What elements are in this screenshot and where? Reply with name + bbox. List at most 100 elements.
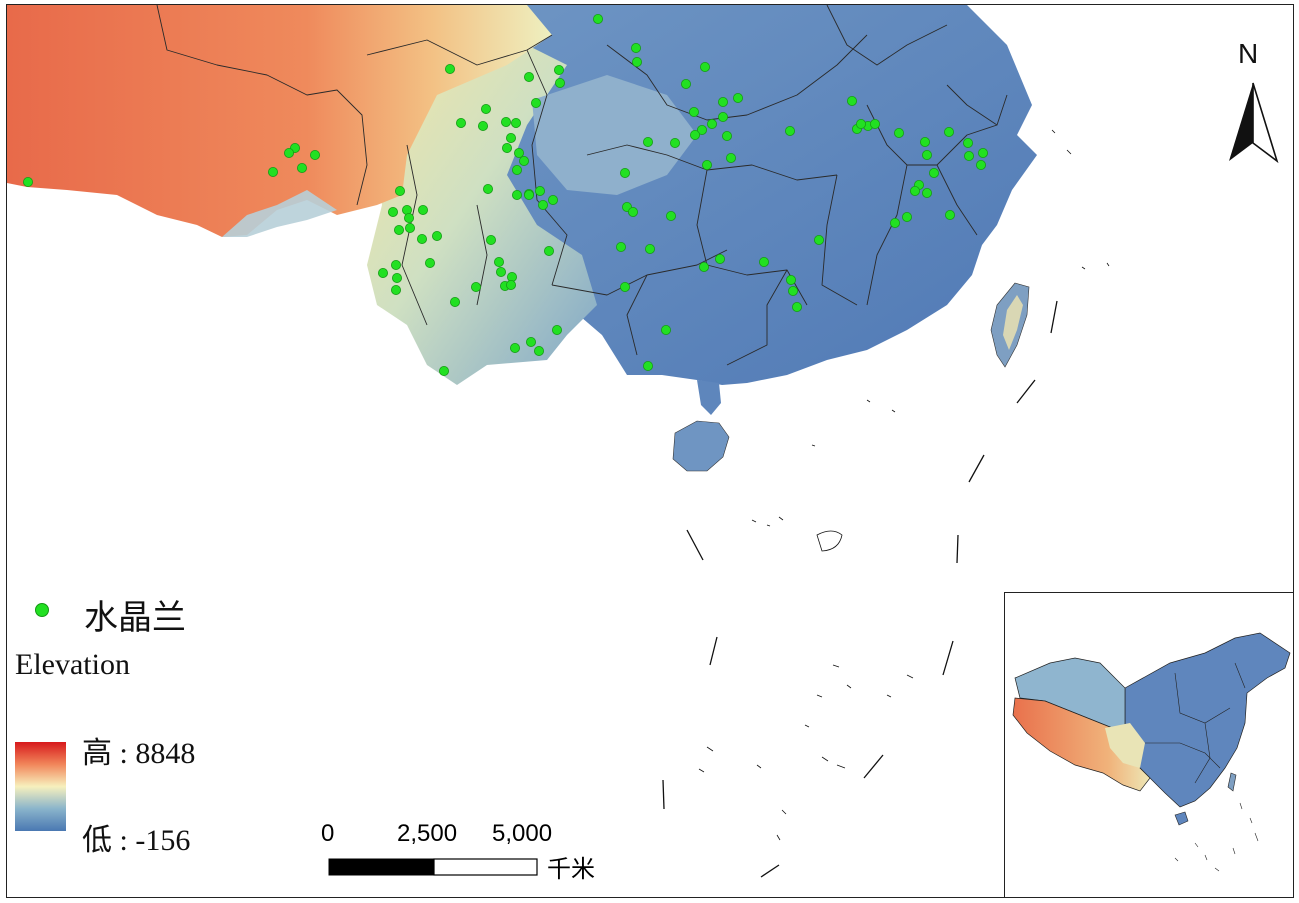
occurrence-point (661, 324, 672, 335)
scale-unit-label: 千米 (547, 855, 595, 883)
occurrence-point (963, 137, 974, 148)
occurrence-point (480, 104, 491, 115)
species-legend-label: 水晶兰 (84, 598, 186, 638)
occurrence-point (814, 234, 825, 245)
occurrence-point (524, 189, 535, 200)
occurrence-point (513, 147, 524, 158)
occurrence-point (485, 234, 496, 245)
occurrence-point (417, 204, 428, 215)
occurrence-point (707, 119, 718, 130)
hainan-island (672, 420, 730, 472)
occurrence-point (922, 187, 933, 198)
occurrence-point (593, 13, 604, 24)
occurrence-point (929, 167, 940, 178)
occurrence-point (482, 183, 493, 194)
scale-tick-5000: 5,000 (492, 820, 553, 847)
inset-svg (1012, 632, 1291, 872)
occurrence-point (444, 64, 455, 75)
occurrence-point (870, 119, 881, 130)
inset-taiwan (1227, 772, 1237, 792)
occurrence-point (902, 211, 913, 222)
occurrence-point (666, 210, 677, 221)
occurrence-point (715, 253, 726, 264)
occurrence-point (894, 128, 905, 139)
north-letter: N (1238, 38, 1259, 69)
occurrence-point (267, 166, 278, 177)
occurrence-point (544, 245, 555, 256)
occurrence-point (920, 136, 931, 147)
occurrence-point (910, 185, 921, 196)
occurrence-point (733, 93, 744, 104)
occurrence-point (449, 296, 460, 307)
occurrence-point (548, 194, 559, 205)
occurrence-point (534, 345, 545, 356)
occurrence-point (535, 185, 546, 196)
elevation-map (7, 5, 1279, 878)
foothills (222, 190, 337, 237)
occurrence-point (699, 261, 710, 272)
occurrence-point (431, 230, 442, 241)
occurrence-point (393, 224, 404, 235)
occurrence-point (501, 142, 512, 153)
occurrence-point (631, 43, 642, 54)
occurrence-point (620, 281, 631, 292)
occurrence-point (511, 189, 522, 200)
occurrence-point (792, 301, 803, 312)
map-frame (6, 4, 1294, 898)
occurrence-point (509, 342, 520, 353)
occurrence-point (856, 119, 867, 130)
occurrence-point (22, 176, 33, 187)
occurrence-point (455, 118, 466, 129)
occurrence-point (632, 57, 643, 68)
occurrence-point (643, 360, 654, 371)
occurrence-point (524, 72, 535, 83)
occurrence-point (788, 285, 799, 296)
occurrence-point (555, 78, 566, 89)
occurrence-point (689, 107, 700, 118)
occurrence-point (438, 365, 449, 376)
occurrence-point (759, 256, 770, 267)
inset-map (1004, 592, 1293, 897)
occurrence-point (702, 159, 713, 170)
occurrence-point (976, 159, 987, 170)
occurrence-point (944, 127, 955, 138)
occurrence-point (964, 150, 975, 161)
occurrence-points (22, 13, 989, 376)
inset-china-east (1124, 632, 1291, 808)
occurrence-point (697, 125, 708, 136)
scale-tick-2500: 2,500 (397, 820, 458, 847)
occurrence-point (628, 206, 639, 217)
occurrence-point (620, 167, 631, 178)
north-arrow-icon (1229, 82, 1279, 164)
occurrence-point (424, 257, 435, 268)
occurrence-point (470, 281, 481, 292)
central-transition (367, 45, 597, 385)
occurrence-point (377, 267, 388, 278)
elevation-legend-title: Elevation (15, 648, 130, 681)
occurrence-point (616, 241, 627, 252)
taiwan-mountains (1003, 295, 1023, 350)
inset-boundaries (1145, 662, 1259, 872)
elevation-color-ramp (15, 742, 66, 831)
occurrence-point (681, 79, 692, 90)
occurrence-point (670, 137, 681, 148)
occurrence-point (404, 222, 415, 233)
occurrence-point (309, 149, 320, 160)
occurrence-point (493, 256, 504, 267)
occurrence-point (552, 324, 563, 335)
occurrence-point (390, 259, 401, 270)
scale-bar (328, 858, 538, 876)
occurrence-point (505, 279, 516, 290)
occurrence-point (505, 132, 516, 143)
occurrence-point (394, 185, 405, 196)
occurrence-point (722, 131, 733, 142)
occurrence-point (690, 130, 701, 141)
occurrence-point (531, 98, 542, 109)
occurrence-point (500, 117, 511, 128)
occurrence-point (945, 209, 956, 220)
occurrence-point (718, 97, 729, 108)
leizhou-peninsula (697, 380, 721, 415)
occurrence-point (786, 274, 797, 285)
occurrence-point (403, 212, 414, 223)
occurrence-point (645, 243, 656, 254)
